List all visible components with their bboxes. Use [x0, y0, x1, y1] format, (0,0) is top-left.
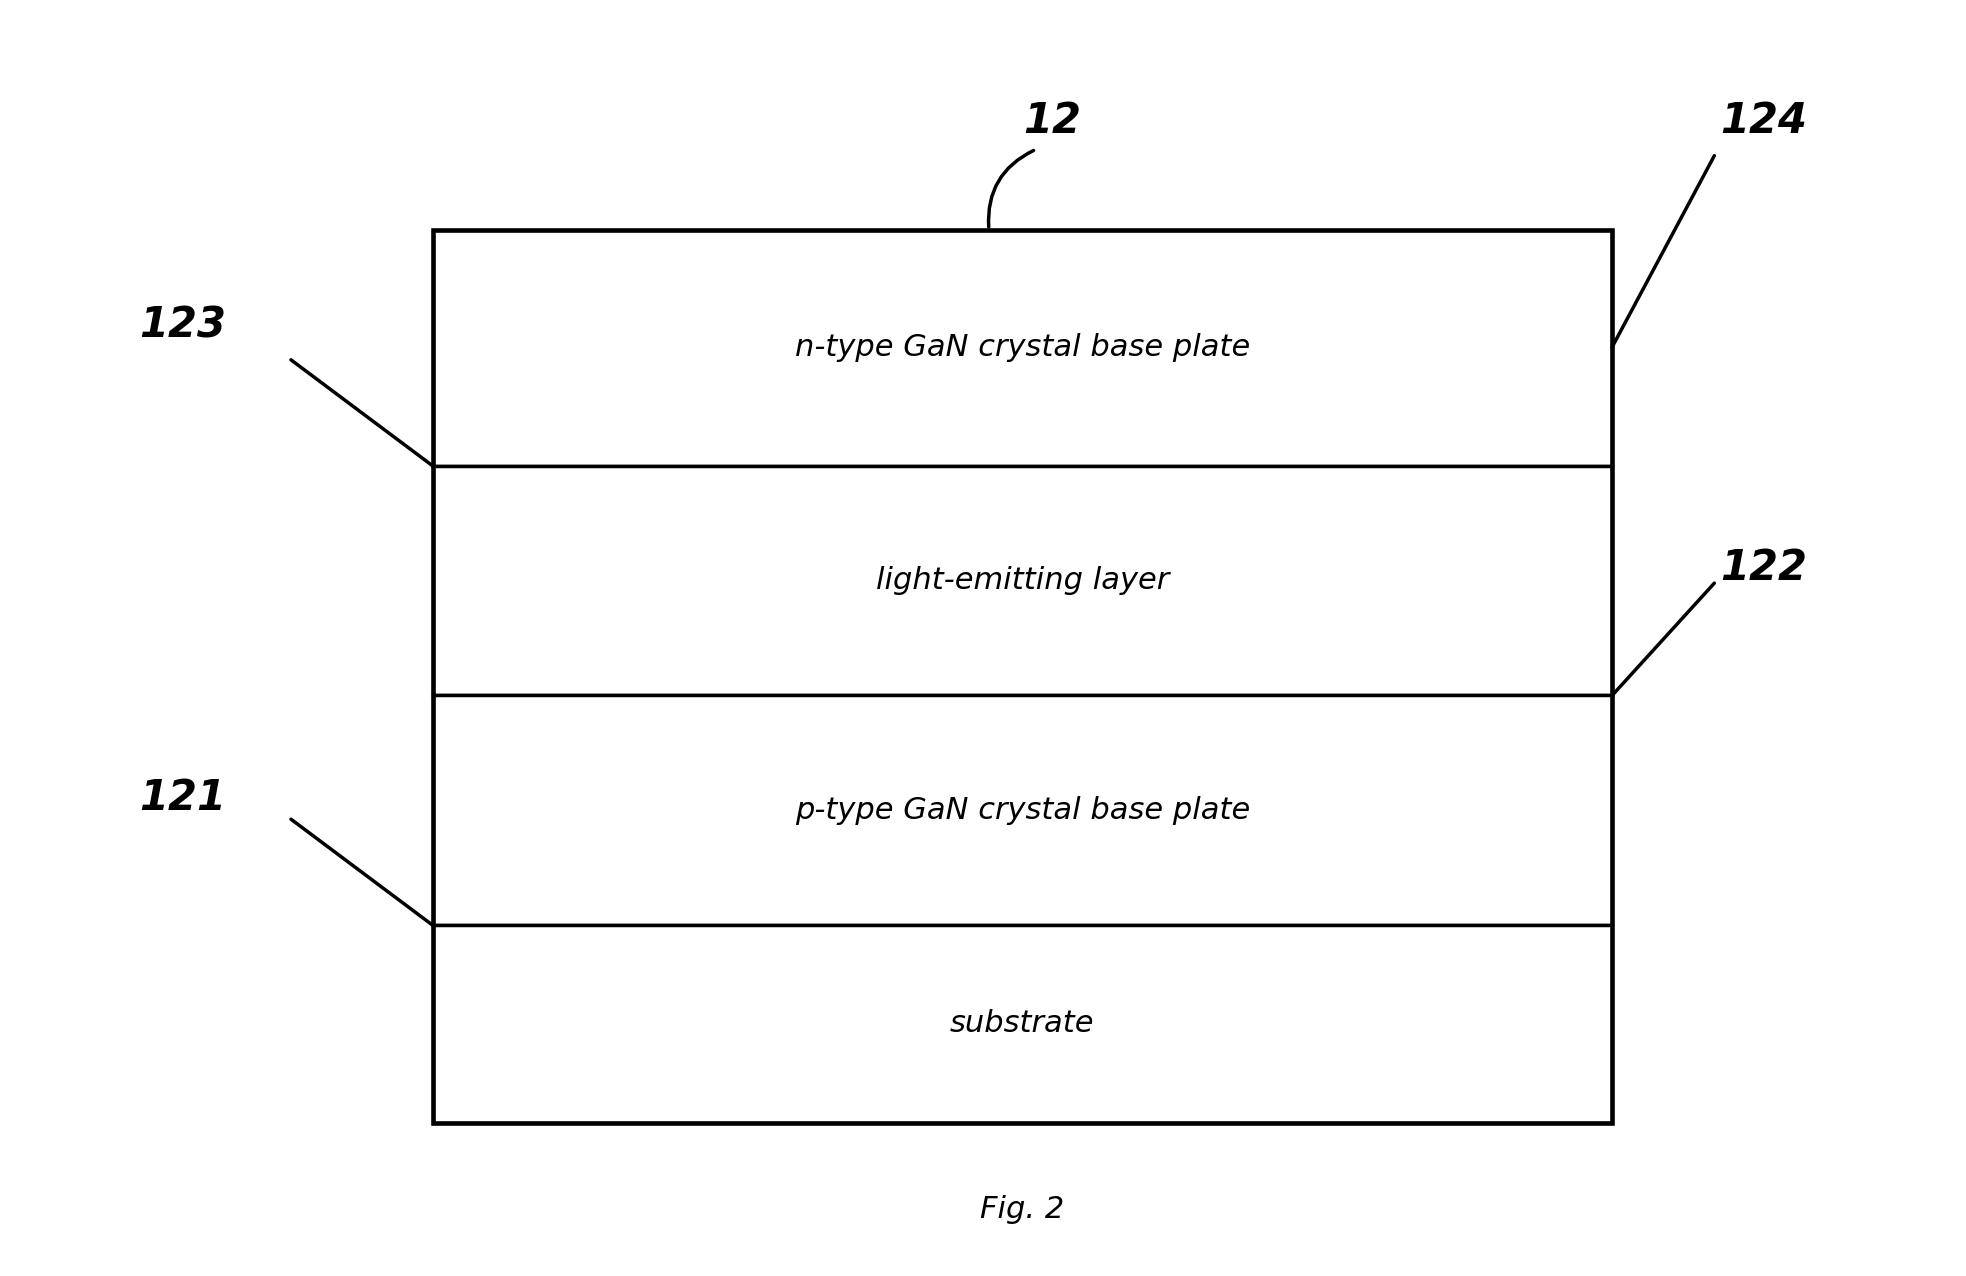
Text: light-emitting layer: light-emitting layer: [875, 567, 1170, 595]
Text: 121: 121: [140, 777, 226, 818]
Text: 122: 122: [1720, 547, 1807, 588]
Text: n-type GaN crystal base plate: n-type GaN crystal base plate: [794, 333, 1250, 362]
Bar: [433, 466, 1612, 695]
Text: Fig. 2: Fig. 2: [981, 1196, 1064, 1224]
Text: p-type GaN crystal base plate: p-type GaN crystal base plate: [794, 796, 1250, 824]
Bar: [433, 925, 1612, 1123]
Text: 124: 124: [1720, 101, 1807, 142]
Bar: [433, 695, 1612, 925]
Text: 123: 123: [140, 305, 226, 346]
Bar: [433, 230, 1612, 1123]
Text: 12: 12: [1022, 101, 1081, 142]
Bar: [433, 230, 1612, 466]
Text: substrate: substrate: [950, 1009, 1095, 1039]
